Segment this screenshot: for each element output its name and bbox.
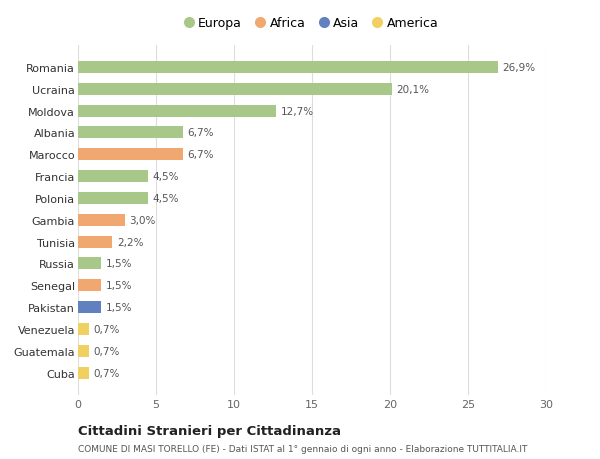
Text: 12,7%: 12,7%: [281, 106, 314, 116]
Bar: [78, 62, 497, 74]
Text: 1,5%: 1,5%: [106, 281, 133, 291]
Text: 26,9%: 26,9%: [502, 63, 535, 73]
Legend: Europa, Africa, Asia, America: Europa, Africa, Asia, America: [185, 17, 439, 30]
Bar: [78, 106, 276, 118]
Text: 0,7%: 0,7%: [94, 325, 120, 334]
Bar: [78, 192, 148, 205]
Text: 4,5%: 4,5%: [153, 172, 179, 182]
Text: Cittadini Stranieri per Cittadinanza: Cittadini Stranieri per Cittadinanza: [78, 424, 341, 437]
Bar: [78, 280, 101, 292]
Text: 0,7%: 0,7%: [94, 346, 120, 356]
Text: 6,7%: 6,7%: [187, 128, 214, 138]
Text: 2,2%: 2,2%: [117, 237, 143, 247]
Bar: [78, 323, 89, 335]
Bar: [78, 127, 182, 139]
Text: 4,5%: 4,5%: [153, 194, 179, 203]
Bar: [78, 302, 101, 313]
Bar: [78, 236, 112, 248]
Text: 20,1%: 20,1%: [396, 84, 429, 95]
Bar: [78, 171, 148, 183]
Bar: [78, 367, 89, 379]
Text: 6,7%: 6,7%: [187, 150, 214, 160]
Text: COMUNE DI MASI TORELLO (FE) - Dati ISTAT al 1° gennaio di ogni anno - Elaborazio: COMUNE DI MASI TORELLO (FE) - Dati ISTAT…: [78, 444, 527, 453]
Text: 3,0%: 3,0%: [130, 215, 156, 225]
Bar: [78, 345, 89, 357]
Bar: [78, 149, 182, 161]
Text: 0,7%: 0,7%: [94, 368, 120, 378]
Bar: [78, 258, 101, 270]
Text: 1,5%: 1,5%: [106, 259, 133, 269]
Text: 1,5%: 1,5%: [106, 302, 133, 313]
Bar: [78, 84, 392, 95]
Bar: [78, 214, 125, 226]
